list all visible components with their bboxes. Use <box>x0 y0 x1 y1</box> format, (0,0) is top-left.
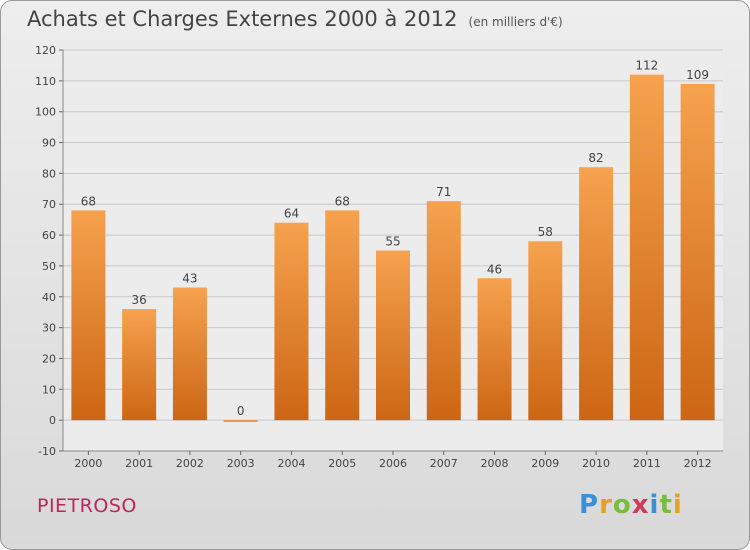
data-label-2008: 46 <box>487 262 502 276</box>
bar-2011 <box>629 74 664 421</box>
y-tick-label: 0 <box>49 414 56 427</box>
y-tick-label: 120 <box>35 44 56 57</box>
bar-2008 <box>477 278 512 421</box>
bar-2007 <box>426 201 461 421</box>
x-tick-label-2005: 2005 <box>328 457 356 470</box>
x-tick-label-2003: 2003 <box>227 457 255 470</box>
y-tick-label: 10 <box>42 383 56 396</box>
data-label-2003: 0 <box>237 404 245 418</box>
proxiti-logo: Proxiti <box>579 490 683 520</box>
chart-title-text: Achats et Charges Externes 2000 à 2012 <box>27 7 458 31</box>
data-label-2007: 71 <box>436 185 451 199</box>
x-tick-label-2000: 2000 <box>74 457 102 470</box>
x-tick-label-2006: 2006 <box>379 457 407 470</box>
x-tick-label-2010: 2010 <box>582 457 610 470</box>
y-tick-label: 40 <box>42 291 56 304</box>
logo-letter: o <box>612 490 632 520</box>
x-tick-label-2008: 2008 <box>481 457 509 470</box>
data-label-2000: 68 <box>81 194 96 208</box>
bar-2000 <box>71 210 106 421</box>
x-tick-label-2007: 2007 <box>430 457 458 470</box>
data-label-2011: 112 <box>635 59 658 73</box>
x-tick-label-2011: 2011 <box>633 457 661 470</box>
logo-letter: x <box>631 490 650 520</box>
x-tick-label-2001: 2001 <box>125 457 153 470</box>
data-label-2002: 43 <box>182 272 197 286</box>
chart-unit: (en milliers d'€) <box>468 15 563 29</box>
x-tick-label-2004: 2004 <box>277 457 305 470</box>
data-label-2012: 109 <box>686 68 709 82</box>
logo-letter: i <box>672 490 683 520</box>
y-tick-label: 80 <box>42 167 56 180</box>
logo-letter: i <box>649 490 660 520</box>
y-tick-label: 90 <box>42 137 56 150</box>
y-tick-label: -10 <box>38 445 56 458</box>
data-label-2006: 55 <box>385 235 400 249</box>
bar-2001 <box>122 309 157 421</box>
x-tick-label-2002: 2002 <box>176 457 204 470</box>
bar-2002 <box>172 287 207 421</box>
chart-title: Achats et Charges Externes 2000 à 2012 (… <box>27 7 563 31</box>
bar-2004 <box>274 222 309 421</box>
y-tick-label: 60 <box>42 229 56 242</box>
logo-letter: r <box>599 490 613 520</box>
data-label-2005: 68 <box>335 194 350 208</box>
data-label-2009: 58 <box>538 225 553 239</box>
logo-letter: t <box>659 490 673 520</box>
y-tick-label: 70 <box>42 198 56 211</box>
bar-2012 <box>680 83 715 421</box>
y-tick-label: 30 <box>42 322 56 335</box>
y-tick-label: 100 <box>35 106 56 119</box>
commune-name: PIETROSO <box>37 495 137 517</box>
data-label-2010: 82 <box>588 151 603 165</box>
bar-2009 <box>528 241 563 421</box>
data-label-2001: 36 <box>132 293 147 307</box>
y-tick-label: 20 <box>42 352 56 365</box>
bar-2010 <box>579 167 614 421</box>
data-label-2004: 64 <box>284 207 299 221</box>
bar-2003 <box>223 420 258 422</box>
y-tick-label: 110 <box>35 75 56 88</box>
bar-2006 <box>376 250 410 421</box>
bar-2005 <box>325 210 360 421</box>
logo-letter: P <box>579 490 600 520</box>
x-tick-label-2012: 2012 <box>684 457 712 470</box>
y-tick-label: 50 <box>42 260 56 273</box>
x-tick-label-2009: 2009 <box>531 457 559 470</box>
